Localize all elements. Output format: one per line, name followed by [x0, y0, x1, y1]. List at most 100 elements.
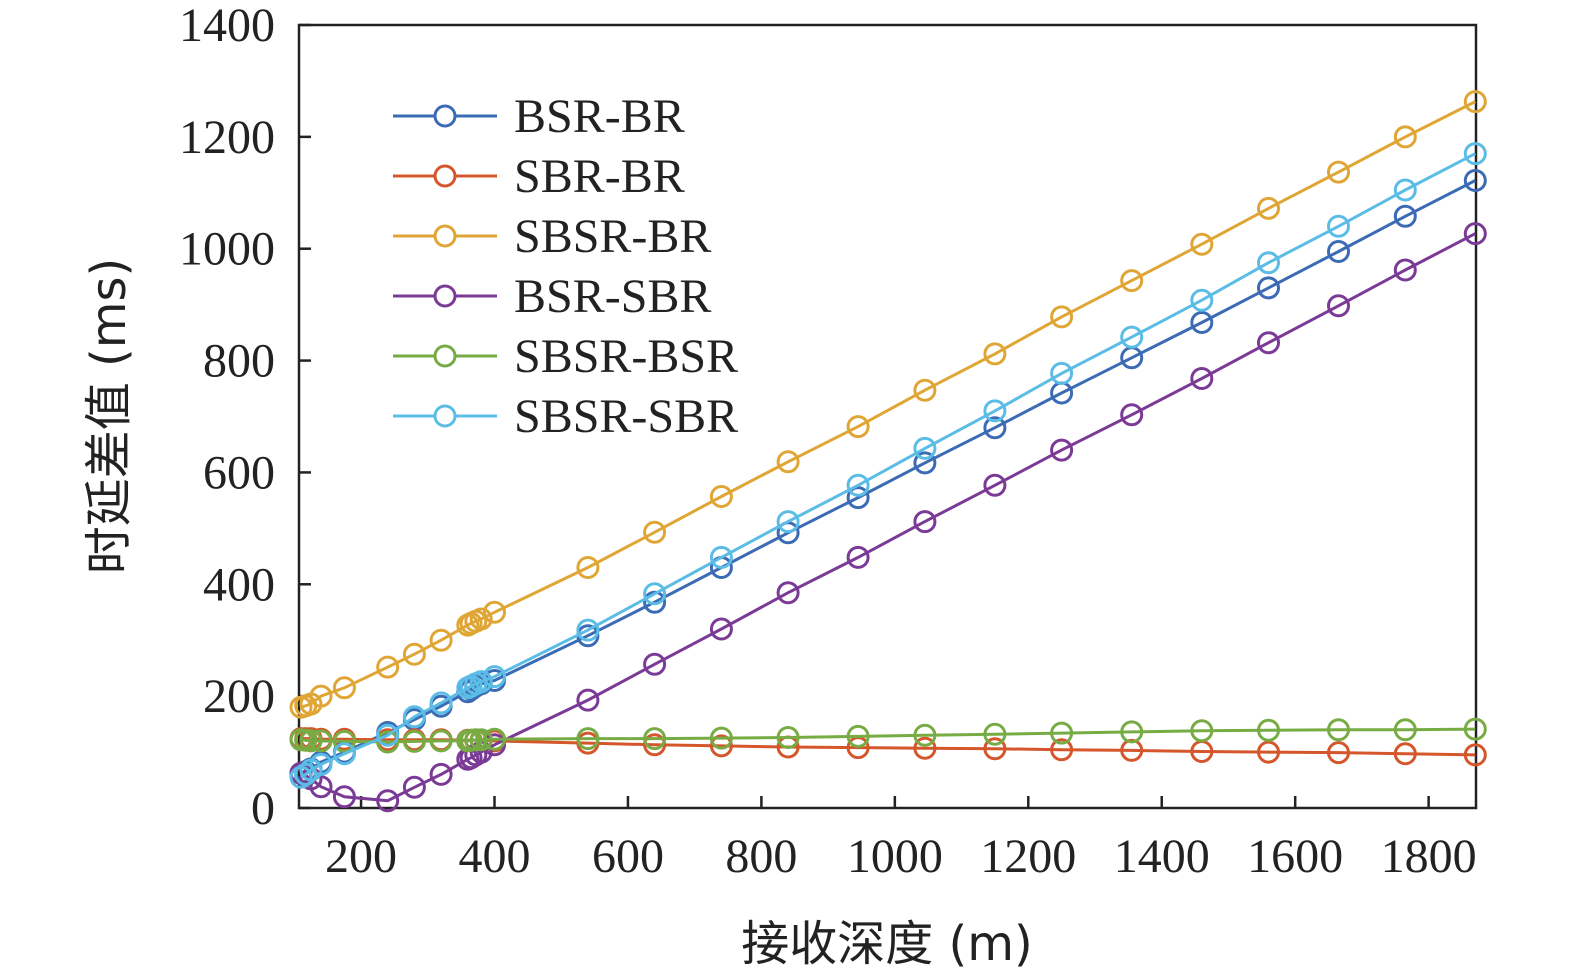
legend-entry-sbsr-bsr: SBSR-BSR — [393, 330, 738, 383]
legend-entry-bsr-br: BSR-BR — [393, 90, 685, 143]
data-point-sbr-br — [709, 734, 733, 758]
data-point-bsr-br — [1257, 276, 1280, 300]
data-point-bsr-sbr — [402, 775, 426, 799]
x-tick-label: 200 — [325, 830, 397, 883]
data-point-sbsr-sbr — [709, 545, 733, 569]
data-point-bsr-sbr — [309, 775, 333, 799]
data-point-bsr-sbr — [1050, 438, 1074, 462]
legend-swatch-marker — [433, 164, 457, 188]
data-point-sbsr-br — [983, 342, 1007, 366]
x-tick-label: 1200 — [980, 830, 1076, 883]
x-tick-label: 1600 — [1247, 830, 1343, 883]
data-point-sbsr-br — [1327, 160, 1350, 184]
legend-label: SBSR-BR — [514, 210, 711, 263]
data-point-sbsr-bsr — [913, 723, 937, 747]
data-point-sbsr-bsr — [1120, 720, 1144, 744]
data-point-sbr-br — [1463, 743, 1487, 767]
y-tick-label: 600 — [203, 446, 275, 499]
data-point-bsr-sbr — [1463, 222, 1487, 246]
data-point-sbsr-bsr — [429, 729, 453, 753]
series-line-sbsr-sbr — [300, 152, 1476, 779]
y-axis-tick-labels: 0 200 400 600 800 1000 1200 1400 — [179, 0, 275, 835]
data-point-sbsr-bsr — [402, 729, 426, 753]
legend-swatch-marker — [433, 404, 457, 428]
data-point-sbsr-bsr — [1190, 719, 1214, 743]
data-point-sbsr-br — [1257, 196, 1280, 220]
legend-entry-sbsr-br: SBSR-BR — [393, 210, 711, 263]
data-point-bsr-br — [1463, 169, 1487, 192]
legend-swatch-marker — [433, 224, 457, 248]
data-point-sbsr-bsr — [376, 730, 400, 754]
data-point-bsr-sbr — [332, 785, 356, 809]
data-point-sbsr-sbr — [429, 691, 453, 715]
data-point-sbsr-bsr — [846, 724, 870, 748]
legend-label: BSR-SBR — [514, 270, 711, 323]
data-point-sbr-br — [983, 737, 1007, 761]
data-point-sbr-br — [1327, 741, 1350, 765]
series-line-bsr-sbr — [300, 232, 1476, 803]
x-tick-label: 400 — [458, 830, 530, 883]
data-point-sbsr-sbr — [576, 618, 600, 642]
data-point-sbsr-sbr — [1463, 142, 1487, 166]
legend-label: BSR-BR — [514, 90, 685, 143]
x-axis-title: 接收深度 (m) — [741, 916, 1032, 972]
legend-label: SBSR-BSR — [514, 330, 738, 383]
data-point-bsr-sbr — [576, 688, 600, 712]
data-point-sbsr-bsr — [1393, 718, 1417, 742]
data-point-sbsr-bsr — [332, 729, 356, 753]
data-point-bsr-sbr — [913, 510, 937, 534]
data-point-sbsr-bsr — [643, 727, 667, 751]
data-point-sbsr-sbr — [846, 473, 870, 497]
legend-entry-sbr-br: SBR-BR — [393, 150, 685, 203]
legend-swatch-marker — [433, 344, 457, 368]
data-point-sbsr-bsr — [299, 729, 323, 753]
x-tick-label: 600 — [592, 830, 664, 883]
series-line-sbsr-bsr — [300, 727, 1476, 744]
data-point-sbsr-bsr — [709, 726, 733, 750]
data-point-sbsr-br — [469, 607, 493, 631]
series-line-sbsr-br — [300, 100, 1476, 709]
legend-label: SBR-BR — [514, 150, 685, 203]
data-point-sbsr-br — [576, 556, 600, 579]
y-axis-title: 时延差值 (ms) — [81, 258, 137, 574]
legend-label: SBSR-SBR — [514, 390, 738, 443]
data-point-sbsr-br — [709, 485, 733, 508]
data-point-sbsr-br — [1050, 305, 1074, 329]
data-point-sbsr-sbr — [776, 510, 800, 534]
y-tick-label: 400 — [203, 558, 275, 611]
data-point-bsr-sbr — [429, 762, 453, 786]
data-point-sbsr-br — [846, 415, 870, 439]
data-point-bsr-sbr — [1327, 294, 1350, 318]
data-point-sbsr-sbr — [469, 670, 493, 694]
data-point-bsr-br — [1327, 240, 1350, 263]
data-point-bsr-br — [983, 416, 1007, 440]
y-tick-label: 0 — [251, 782, 275, 835]
data-point-bsr-br — [846, 486, 870, 510]
data-point-sbsr-br — [1190, 232, 1214, 256]
series-sbsr-br — [289, 90, 1487, 719]
data-point-sbsr-sbr — [1050, 361, 1074, 385]
y-tick-label: 1000 — [179, 223, 275, 276]
data-point-sbsr-sbr — [1257, 251, 1280, 275]
data-point-sbsr-sbr — [1393, 178, 1417, 202]
legend: BSR-BR SBR-BR SBSR-BR BSR-SBR SBSR-BSR SBSR-S… — [393, 90, 738, 443]
data-point-sbsr-sbr — [483, 665, 506, 689]
data-point-sbsr-sbr — [913, 436, 937, 460]
data-point-sbr-br — [643, 733, 667, 757]
data-point-sbsr-br — [1463, 90, 1487, 114]
y-tick-label: 1400 — [179, 0, 275, 52]
data-point-sbr-br — [913, 736, 937, 760]
data-point-sbsr-sbr — [643, 582, 667, 606]
data-point-sbr-br — [1050, 738, 1074, 762]
data-point-sbsr-bsr — [776, 726, 800, 749]
data-point-bsr-sbr — [376, 789, 400, 813]
data-point-sbsr-bsr — [1327, 718, 1350, 742]
x-axis-tick-labels: 200 400 600 800 1000 1200 1400 1600 1800 — [325, 830, 1477, 883]
data-point-sbsr-bsr — [1257, 718, 1280, 742]
data-point-sbsr-br — [1393, 125, 1417, 149]
data-point-sbr-br — [1257, 740, 1280, 764]
data-point-sbsr-sbr — [402, 705, 426, 729]
data-point-sbsr-br — [483, 600, 506, 624]
x-tick-label: 800 — [725, 830, 797, 883]
